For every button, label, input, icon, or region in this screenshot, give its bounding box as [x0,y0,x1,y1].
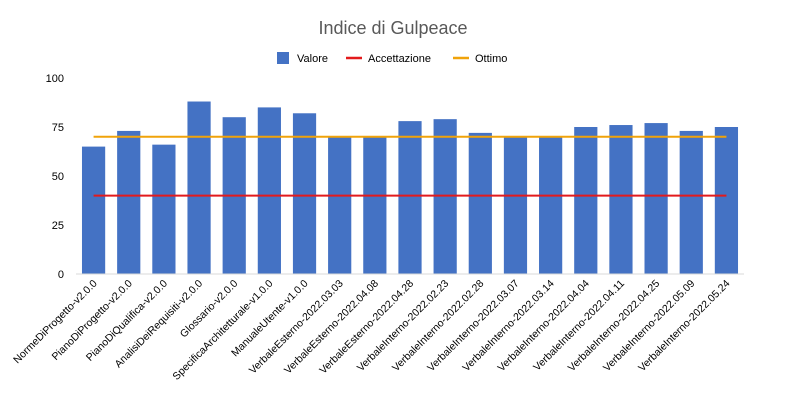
bar-VerbaleInterno-2022.05.09 [679,130,703,274]
legend: Valore Accettazione Ottimo [277,52,507,65]
legend-item-accettazione: Accettazione [346,53,431,65]
y-axis: 0 25 50 75 100 [46,73,64,281]
bar-VerbaleInterno-2022.05.24 [714,127,739,274]
reference-lines [93,135,727,197]
bar-VerbaleInterno-2022.04.04 [574,127,598,274]
bar-VerbaleInterno-2022.03.07 [503,136,528,274]
bar-VerbaleInterno-2022.02.28 [468,132,492,274]
bar-VerbaleEsterno-2022.04.08 [363,136,387,274]
bar-AnalisiDeiRequisiti-v2.0.0 [187,101,211,275]
legend-item-ottimo: Ottimo [453,53,507,65]
y-tick-label: 75 [52,122,64,134]
bar-VerbaleEsterno-2022.03.03 [328,136,352,274]
legend-label: Ottimo [475,53,507,65]
y-tick-label: 25 [52,220,64,232]
chart-title: Indice di Gulpeace [318,18,467,38]
bar-PianoDiProgetto-v2.0.0 [117,130,141,274]
bar-VerbaleEsterno-2022.04.28 [398,121,422,275]
bar-SpecificaArchitetturale-v1.0.0 [257,107,281,275]
legend-label: Valore [297,53,328,65]
bar-VerbaleInterno-2022.04.11 [609,125,633,274]
bar-ManualeUtente-v1.0.0 [292,113,317,274]
bar-PianoDiQualifica-v2.0.0 [152,144,176,274]
x-axis: NormeDiProgetto-v2.0.0PianoDiProgetto-v2… [11,273,744,383]
y-tick-label: 50 [52,171,64,183]
bar-NormeDiProgetto-v2.0.0 [81,146,106,274]
bars-group [81,101,739,275]
y-tick-label: 100 [46,73,64,85]
bar-VerbaleInterno-2022.04.25 [644,123,668,274]
bar-VerbaleInterno-2022.03.14 [539,136,563,274]
legend-item-valore: Valore [277,52,328,65]
legend-swatch [277,52,289,64]
y-tick-label: 0 [58,269,64,281]
legend-label: Accettazione [368,53,431,65]
